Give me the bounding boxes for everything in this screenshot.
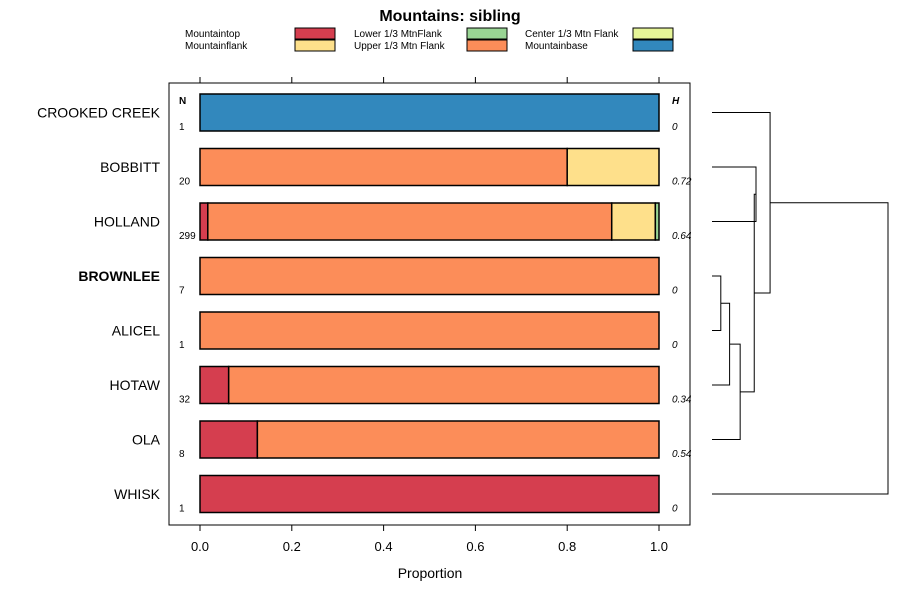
dendrogram-branch (712, 202, 889, 495)
n-value: 7 (179, 286, 185, 297)
n-value: 299 (179, 231, 196, 242)
bar-segment-mountainflank (566, 147, 660, 187)
x-tick-label: 0.0 (191, 539, 209, 554)
dendrogram (712, 112, 889, 495)
bar-segment-mountaintop (199, 202, 209, 241)
category-label: BOBBITT (100, 159, 160, 175)
h-value: 0.34 (672, 395, 692, 406)
x-tick-label: 0.8 (558, 539, 576, 554)
category-label: HOTAW (109, 377, 160, 393)
x-tick-label: 0.4 (375, 539, 393, 554)
h-value: 0.72 (672, 177, 692, 188)
bar-segment-mountainbase (199, 93, 660, 132)
h-value: 0.54 (672, 449, 692, 460)
legend-label-center-1-3-mtn-flank: Center 1/3 Mtn Flank (525, 29, 619, 40)
bar-segment-mountaintop (199, 365, 230, 405)
bar-segment-upper-1-3-mtn-flank (207, 202, 613, 241)
category-label: OLA (132, 432, 161, 448)
n-value: 8 (179, 449, 185, 460)
dendrogram-branch (740, 193, 756, 393)
category-label: WHISK (114, 486, 161, 502)
legend-swatch-lower-1-3-mtnflank (466, 27, 508, 40)
n-value: 20 (179, 177, 191, 188)
x-axis: 0.0 0.2 0.4 0.6 0.8 1.0 (191, 77, 668, 554)
legend-label-upper-1-3-mtn-flank: Upper 1/3 Mtn Flank (354, 41, 446, 52)
bar-segment-mountaintop (199, 420, 259, 459)
category-label: HOLLAND (94, 214, 160, 230)
legend-label-mountaintop: Mountaintop (185, 29, 240, 40)
dendrogram-branch (712, 112, 771, 294)
legend-label-mountainbase: Mountainbase (525, 41, 588, 52)
bar-segment-lower-1-3-mtnflank (654, 202, 660, 241)
h-value: 0 (672, 286, 678, 297)
legend-swatch-mountaintop (294, 27, 336, 40)
bars-group: CROOKED CREEK 1 0 BOBBITT 20 0.72 HOLLAND 299 0.… (37, 93, 692, 515)
h-value: 0 (672, 504, 678, 515)
n-value: 1 (179, 122, 185, 133)
chart-title: Mountains: sibling (379, 8, 520, 25)
dendrogram-branch (712, 166, 757, 222)
legend-swatch-mountainbase (632, 39, 674, 52)
legend-label-mountainflank: Mountainflank (185, 41, 248, 52)
plot-frame (168, 82, 691, 526)
category-label: CROOKED CREEK (37, 105, 161, 121)
bar-segment-upper-1-3-mtn-flank (256, 420, 660, 459)
bar-segment-mountainflank (610, 202, 657, 241)
n-value: 1 (179, 340, 185, 351)
x-tick-label: 1.0 (650, 539, 668, 554)
legend-label-lower-1-3-mtnflank: Lower 1/3 MtnFlank (354, 29, 443, 40)
bar-segment-upper-1-3-mtn-flank (227, 365, 660, 405)
legend-swatch-upper-1-3-mtn-flank (466, 39, 508, 52)
x-axis-label: Proportion (398, 565, 463, 581)
h-column-header: H (672, 96, 680, 107)
n-value: 32 (179, 395, 191, 406)
legend-swatch-center-1-3-mtn-flank (632, 27, 674, 40)
bar-segment-upper-1-3-mtn-flank (199, 311, 660, 350)
h-value: 0.64 (672, 231, 692, 242)
category-label: BROWNLEE (78, 268, 160, 284)
n-value: 1 (179, 504, 185, 515)
dendrogram-branch (712, 343, 741, 440)
n-column-header: N (179, 96, 186, 107)
x-tick-label: 0.6 (466, 539, 484, 554)
h-value: 0 (672, 122, 678, 133)
bar-segment-upper-1-3-mtn-flank (199, 256, 660, 296)
h-value: 0 (672, 340, 678, 351)
bar-segment-upper-1-3-mtn-flank (199, 147, 568, 187)
legend-swatch-mountainflank (294, 39, 336, 52)
dendrogram-branch (712, 275, 722, 331)
category-label: ALICEL (112, 323, 160, 339)
bar-segment-mountaintop (199, 474, 660, 514)
x-tick-label: 0.2 (283, 539, 301, 554)
